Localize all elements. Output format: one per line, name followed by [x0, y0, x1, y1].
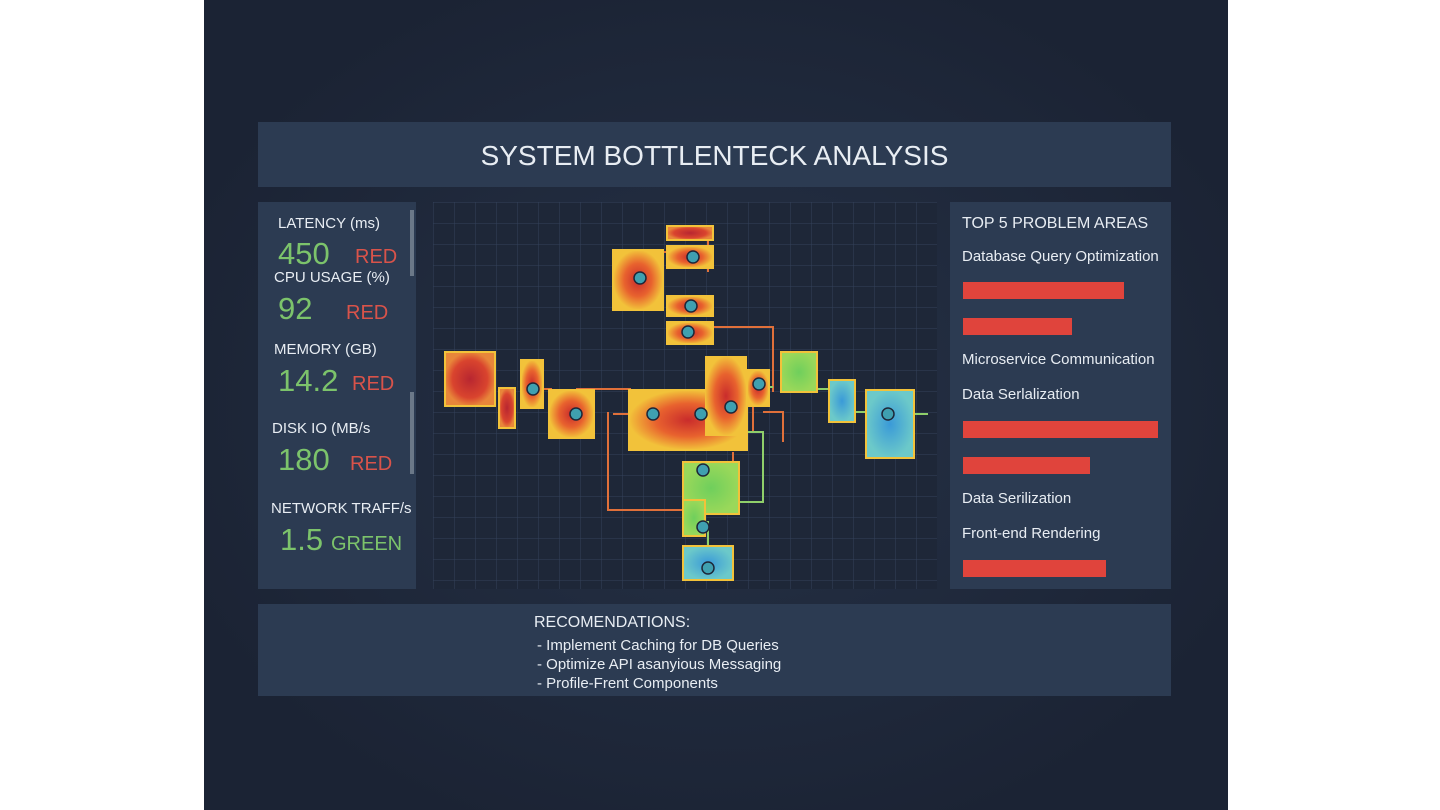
- severity-bar: [963, 421, 1158, 438]
- recommendations-panel: [258, 604, 1171, 696]
- diagram-shape: [865, 389, 915, 459]
- problem-areas-title: TOP 5 PROBLEM AREAS: [962, 215, 1149, 232]
- header-panel: SYSTEM BOTTLENTECK ANALYSIS: [258, 122, 1171, 187]
- diagram-shape: [498, 387, 516, 429]
- node-port: [686, 250, 700, 264]
- problem-item: Data Serlalization: [962, 386, 1080, 403]
- dashboard: SYSTEM BOTTLENTECK ANALYSIS LATENCY (ms)…: [204, 0, 1228, 810]
- metric-status: RED: [355, 246, 398, 268]
- node-port: [701, 561, 715, 575]
- problem-item: Database Query Optimization: [962, 248, 1159, 265]
- divider: [410, 210, 414, 276]
- problem-areas-panel: [950, 202, 1171, 589]
- metric-value: 450: [278, 236, 330, 271]
- metrics-panel: [258, 202, 416, 589]
- node-port: [633, 271, 647, 285]
- node-port: [646, 407, 660, 421]
- metric-status: RED: [346, 302, 389, 324]
- diagram-shape: [828, 379, 856, 423]
- node-port: [694, 407, 708, 421]
- severity-bar: [963, 318, 1072, 335]
- diagram-shape: [666, 225, 714, 241]
- recommendations-title: RECOMENDATIONS:: [534, 614, 691, 631]
- diagram-shape: [780, 351, 818, 393]
- metric-status: RED: [352, 373, 395, 395]
- diagram-shape: [444, 351, 496, 407]
- node-port: [681, 325, 695, 339]
- heatmap-diagram: [433, 202, 937, 589]
- metric-label: CPU USAGE (%): [274, 269, 390, 286]
- problem-item: Front-end Rendering: [962, 525, 1101, 542]
- node-port: [881, 407, 895, 421]
- node-port: [696, 520, 710, 534]
- problem-item: Microservice Communication: [962, 351, 1155, 368]
- diagram-shape: [526, 250, 895, 575]
- severity-bar: [963, 560, 1106, 577]
- metric-label: DISK IO (MB/s: [272, 420, 371, 437]
- node-port: [569, 407, 583, 421]
- metric-value: 14.2: [278, 363, 339, 398]
- metric-value: 92: [278, 291, 313, 326]
- metric-value: 1.5: [280, 522, 324, 557]
- metric-label: NETWORK TRAFF/s: [271, 500, 412, 517]
- divider: [410, 392, 414, 474]
- recommendation: - Profile-Frent Components: [537, 675, 718, 692]
- node-port: [684, 299, 698, 313]
- node-port: [526, 382, 540, 396]
- problem-item: Data Serilization: [962, 490, 1072, 507]
- title: SYSTEM BOTTLENTECK ANALYSIS: [480, 140, 949, 171]
- recommendation: - Implement Caching for DB Queries: [537, 637, 779, 654]
- metric-value: 180: [278, 442, 330, 477]
- metric-label: MEMORY (GB): [274, 341, 377, 358]
- node-port: [724, 400, 738, 414]
- recommendation: - Optimize API asanyious Messaging: [537, 656, 782, 673]
- severity-bar: [963, 457, 1090, 474]
- node-port: [752, 377, 766, 391]
- node-port: [696, 463, 710, 477]
- metric-label: LATENCY (ms): [278, 215, 380, 232]
- metric-status: RED: [350, 453, 393, 475]
- metric-status: GREEN: [331, 533, 403, 555]
- severity-bar: [963, 282, 1124, 299]
- diagram-shape: [705, 356, 747, 436]
